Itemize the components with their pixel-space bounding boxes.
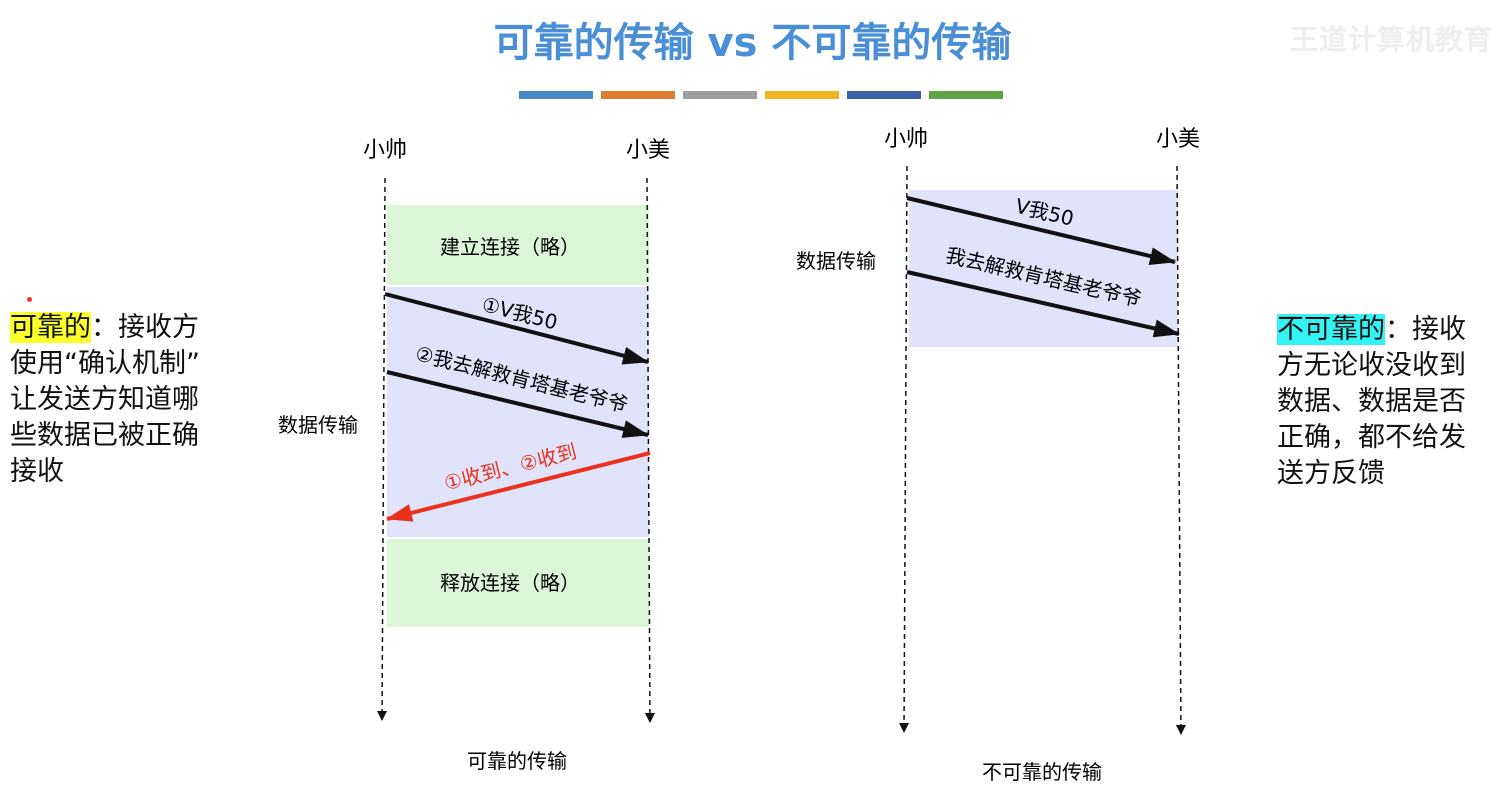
reliable-note-line: 接收 <box>10 456 64 487</box>
watermark: 王道计算机教育 <box>1289 23 1493 56</box>
unreliable-note-line: 正确，都不给发 <box>1277 422 1466 453</box>
color-bar <box>765 91 839 99</box>
receiver-label: 小美 <box>626 138 670 163</box>
reliable-note-line: 些数据已被正确 <box>10 420 199 451</box>
left-caption: 可靠的传输 <box>467 749 567 773</box>
receiver-label: 小美 <box>1156 127 1200 152</box>
data-transfer-label: 数据传输 <box>278 413 358 437</box>
connect-box <box>387 205 649 285</box>
receiver-lifeline <box>644 177 655 723</box>
release-box <box>387 539 649 627</box>
unreliable-note-line: 数据、数据是否 <box>1277 386 1466 417</box>
receiver-lifeline <box>1175 165 1186 735</box>
message-arrow-2 <box>386 370 649 438</box>
reliable-term: 可靠的 <box>10 312 91 343</box>
message-arrow-2 <box>906 270 1180 338</box>
color-bar <box>601 91 675 99</box>
color-bar <box>847 91 921 99</box>
reliable-note-line: 使用“确认机制” <box>10 348 200 379</box>
ack-arrow <box>386 451 651 522</box>
release-box-label: 释放连接（略） <box>440 571 580 595</box>
page-title: 可靠的传输 vs 不可靠的传输 <box>493 20 1012 66</box>
reliable-note-line: ：接收方 <box>91 312 199 343</box>
connect-box-label: 建立连接（略） <box>440 235 580 259</box>
color-bar <box>929 91 1003 99</box>
sender-label: 小帅 <box>363 138 407 163</box>
unreliable-note-line: ：接收 <box>1385 314 1466 345</box>
unreliable-term: 不可靠的 <box>1277 314 1385 345</box>
unreliable-note-line: 方无论收没收到 <box>1277 350 1466 381</box>
sender-lifeline <box>377 177 388 721</box>
data-transfer-label: 数据传输 <box>796 249 876 273</box>
message-arrow-1 <box>906 196 1176 265</box>
unreliable-note-line: 送方反馈 <box>1277 458 1385 489</box>
reliable-note: 可靠的：接收方 使用“确认机制” 让发送方知道哪 些数据已被正确 接收 <box>10 310 200 490</box>
unreliable-note: 不可靠的：接收 方无论收没收到 数据、数据是否 正确，都不给发 送方反馈 <box>1277 312 1466 492</box>
color-bar <box>519 91 593 99</box>
reliable-note-line: 让发送方知道哪 <box>10 384 199 415</box>
sender-lifeline <box>899 165 910 733</box>
red-dot <box>27 297 32 302</box>
color-bar <box>683 91 757 99</box>
right-caption: 不可靠的传输 <box>982 760 1102 784</box>
message-arrow-1 <box>384 292 649 365</box>
data-transfer-box <box>909 190 1178 347</box>
sender-label: 小帅 <box>884 127 928 152</box>
